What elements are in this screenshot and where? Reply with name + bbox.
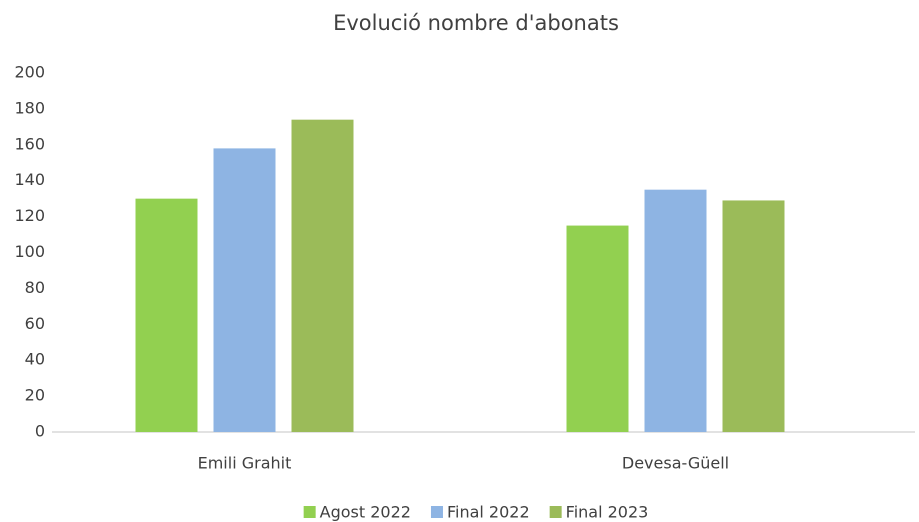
y-tick-label: 0 — [35, 422, 45, 441]
bar — [291, 119, 354, 433]
y-tick-label: 60 — [25, 314, 45, 333]
bar — [722, 200, 785, 432]
y-tick-label: 100 — [14, 242, 45, 261]
y-tick-label: 200 — [14, 63, 45, 82]
bar — [566, 225, 629, 432]
bar — [644, 189, 707, 432]
legend-label: Agost 2022 — [320, 503, 411, 522]
x-tick-label: Emili Grahit — [198, 454, 292, 473]
legend-swatch — [303, 506, 316, 518]
legend-label: Final 2022 — [447, 503, 530, 522]
legend-swatch — [549, 506, 562, 518]
y-tick-label: 120 — [14, 206, 45, 225]
y-tick-label: 80 — [25, 278, 45, 297]
legend-swatch — [430, 506, 443, 518]
x-tick-label: Devesa-Güell — [622, 454, 729, 473]
bar — [135, 198, 198, 432]
chart-title: Evolució nombre d'abonats — [333, 11, 619, 35]
y-tick-label: 180 — [14, 98, 45, 117]
legend-label: Final 2023 — [566, 503, 649, 522]
y-tick-label: 40 — [25, 350, 45, 369]
bar — [213, 148, 276, 432]
y-tick-label: 140 — [14, 170, 45, 189]
y-tick-label: 20 — [25, 386, 45, 405]
y-tick-label: 160 — [14, 134, 45, 153]
